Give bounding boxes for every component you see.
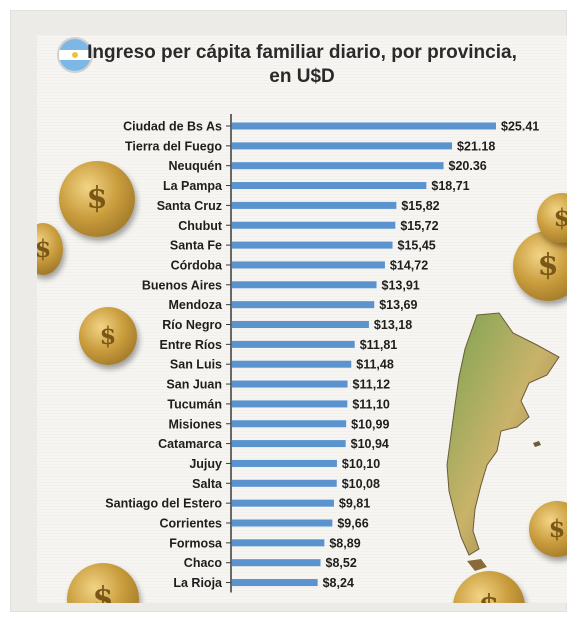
value-label: $15,72 [400,219,438,233]
bar [232,380,348,388]
value-label: $11,81 [360,338,398,352]
bar [232,321,369,328]
value-label: $14,72 [390,258,428,272]
bar [232,241,393,249]
category-label: Santa Cruz [157,199,222,213]
category-label: Buenos Aires [142,278,222,292]
value-label: $13,18 [374,318,412,332]
category-label: Catamarca [158,437,223,451]
value-label: $13,69 [379,298,417,312]
value-label: $10,99 [351,417,389,431]
value-label: $20.36 [449,159,487,173]
category-label: Tucumán [167,397,222,411]
value-label: $8,52 [326,556,357,570]
category-label: Corrientes [159,517,222,531]
category-label: Chubut [178,219,223,233]
bar [232,340,355,348]
bar [232,499,334,507]
bar [232,122,496,130]
value-label: $8,89 [329,536,360,550]
coin-icon [59,161,135,237]
bar [232,479,337,487]
value-label: $10,10 [342,457,380,471]
value-label: $9,66 [337,517,368,531]
category-label: Santiago del Estero [105,497,222,511]
bar [232,281,377,289]
value-label: $10,94 [351,437,389,451]
category-label: Río Negro [162,318,222,332]
bar [232,519,333,527]
category-label: San Luis [170,358,222,372]
bar [232,440,346,448]
value-label: $18,71 [431,179,469,193]
category-label: Neuquén [169,159,222,173]
bar [232,420,347,428]
bar [232,162,444,170]
value-label: $11,48 [356,358,394,372]
category-label: Córdoba [171,258,223,272]
title-line-2: en U$D [269,66,335,87]
value-label: $9,81 [339,497,370,511]
value-label: $8,24 [323,576,354,590]
value-label: $15,82 [401,199,439,213]
category-label: La Rioja [173,576,223,590]
category-label: Formosa [169,536,223,550]
chart-title: Ingreso per cápita familiar diario, por … [87,41,517,89]
coin-icon [529,501,567,557]
category-label: Tierra del Fuego [125,139,222,153]
category-label: Mendoza [169,298,224,312]
bar [232,301,375,309]
category-label: Entre Ríos [159,338,222,352]
bar [232,459,337,467]
category-label: Chaco [184,556,223,570]
value-label: $11,10 [352,397,390,411]
value-label: $15,45 [398,239,436,253]
bar [232,539,325,547]
bar [232,221,396,229]
argentina-flag-icon [57,37,93,73]
title-line-1: Ingreso per cápita familiar diario, por … [87,42,517,63]
category-label: Ciudad de Bs As [123,120,222,134]
bar [232,201,397,209]
bar [232,182,427,190]
category-label: San Juan [166,378,222,392]
bar [232,261,385,269]
bar-chart: Ciudad de Bs As $25.41 Tierra del Fuego $21… [105,114,539,593]
chart-panel: Ciudad de Bs As $25.41 Tierra del Fuego $21… [37,35,567,603]
category-label: Salta [192,477,223,491]
value-label: $21.18 [457,139,495,153]
bar [232,360,352,368]
argentina-map-icon [446,312,560,571]
category-label: Jujuy [189,457,222,471]
bar [232,579,318,587]
value-label: $11,12 [353,378,391,392]
category-label: Misiones [169,417,223,431]
value-label: $13,91 [382,278,420,292]
value-label: $25.41 [501,120,539,134]
value-label: $10,08 [342,477,380,491]
coin-icon [79,307,137,365]
bar [232,400,348,408]
bar [232,142,453,150]
category-label: La Pampa [163,179,223,193]
category-label: Santa Fe [170,239,222,253]
frame: Ciudad de Bs As $25.41 Tierra del Fuego $21… [10,10,567,612]
bar [232,559,321,567]
